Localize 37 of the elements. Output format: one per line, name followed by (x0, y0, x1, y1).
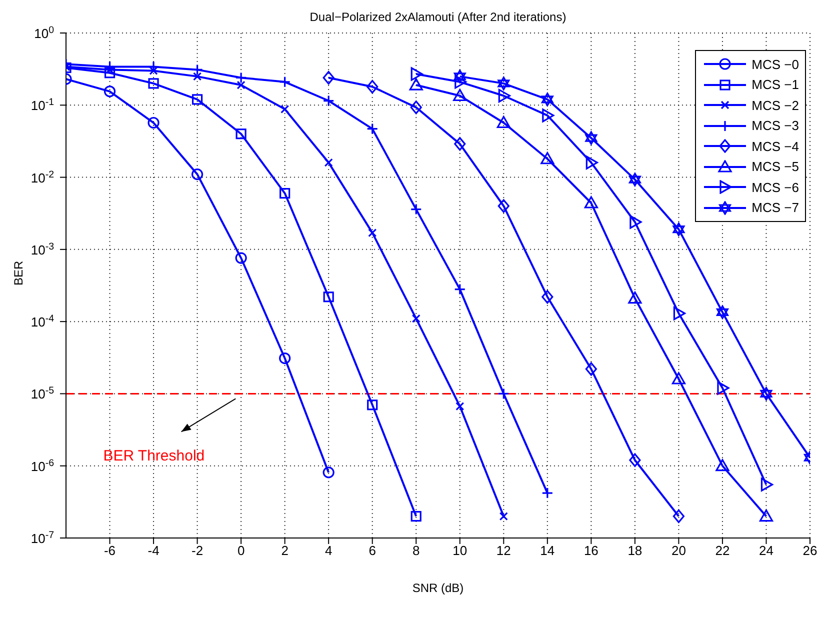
x-tick-label: 18 (628, 543, 642, 558)
legend-label: MCS −5 (752, 159, 799, 174)
x-tick-label: 26 (802, 543, 818, 558)
y-tick-label: 10$^{-6}$ (30, 457, 54, 474)
legend-label: MCS −1 (752, 77, 799, 92)
legend-label: MCS −7 (752, 200, 799, 216)
x-tick-label: 4 (324, 543, 332, 558)
x-tick-label: 20 (671, 543, 686, 558)
y-tick-label: 10$^{-4}$ (30, 313, 55, 330)
y-tick-label: 10$^{-5}$ (30, 385, 55, 402)
y-tick-label: 10$^{-2}$ (30, 168, 54, 186)
legend-label: MCS −3 (752, 118, 799, 134)
y-tick-label: 10$^{-3}$ (30, 240, 54, 258)
x-tick-label: 22 (715, 543, 730, 558)
ref-line-label: BER Threshold (103, 448, 205, 465)
x-axis-title: SNR (dB) (412, 581, 464, 595)
y-axis-title: BER (11, 260, 26, 286)
y-tick-label: 10$^{-1}$ (30, 96, 54, 114)
x-tick-label: 16 (584, 543, 598, 558)
x-tick-label: -2 (192, 543, 204, 558)
x-tick-label: -4 (148, 543, 160, 558)
y-tick-label: 10$^{0}$ (34, 24, 55, 41)
chart-title: Dual−Polarized 2xAlamouti (After 2nd iterations) (308, 10, 568, 24)
legend-label: MCS −0 (752, 56, 799, 72)
legend-label: MCS −4 (752, 138, 799, 154)
x-tick-label: 24 (759, 543, 774, 558)
x-tick-label: 12 (496, 543, 511, 558)
x-tick-label: 6 (368, 543, 376, 558)
x-tick-label: 2 (281, 543, 288, 558)
x-tick-label: 10 (452, 543, 468, 558)
x-tick-label: 8 (412, 543, 420, 558)
y-tick-label: 10$^{-7}$ (30, 530, 54, 546)
x-tick-label: 0 (237, 543, 245, 558)
x-tick-label: 14 (540, 543, 555, 558)
legend-label: MCS −6 (752, 180, 799, 195)
legend-label: MCS −2 (752, 98, 799, 113)
x-tick-label: -6 (104, 543, 116, 558)
